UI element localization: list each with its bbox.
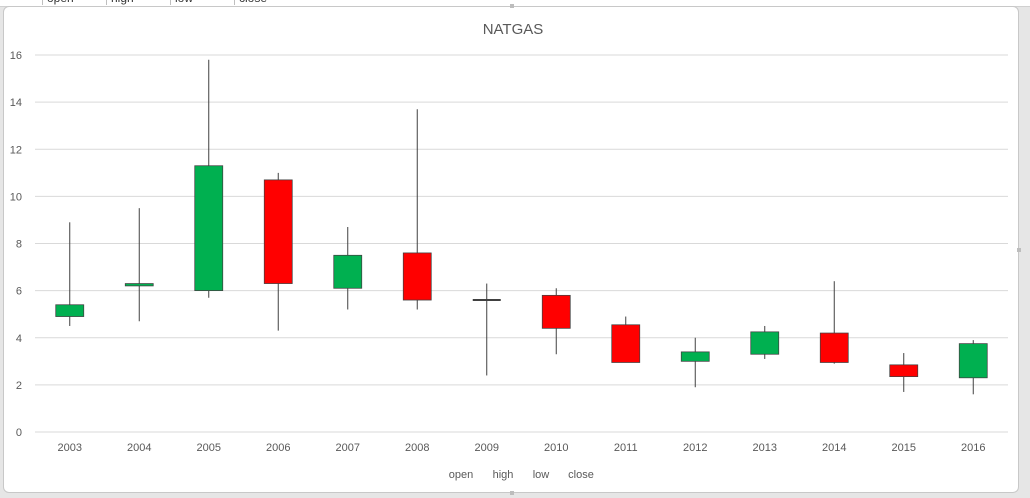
y-tick-label: 6: [16, 286, 22, 298]
candle-body-up: [333, 254, 363, 289]
y-tick-label: 2: [16, 380, 22, 392]
y-tick-label: 8: [16, 239, 22, 251]
y-tick-label: 0: [16, 427, 22, 439]
resize-handle-top[interactable]: [510, 4, 514, 8]
x-tick-label: 2008: [405, 442, 429, 454]
candle-body-up: [194, 165, 224, 291]
y-tick-label: 16: [10, 50, 22, 62]
y-tick-label: 4: [16, 333, 22, 345]
chart-area[interactable]: [3, 4, 1021, 495]
legend-entry: low: [533, 469, 550, 481]
x-tick-label: 2003: [58, 442, 82, 454]
x-tick-label: 2007: [336, 442, 360, 454]
candle-body-up: [750, 331, 780, 355]
candle-body-down: [541, 294, 571, 329]
x-tick-label: 2012: [683, 442, 707, 454]
resize-handle-right[interactable]: [1017, 248, 1021, 252]
x-tick-label: 2016: [961, 442, 985, 454]
chart-title: NATGAS: [483, 21, 544, 38]
sheet-cell-high[interactable]: high: [106, 0, 134, 5]
x-tick-label: 2010: [544, 442, 568, 454]
sheet-cell-open[interactable]: open: [42, 0, 74, 5]
candle-body-down: [402, 252, 432, 301]
candle-body-down: [263, 179, 293, 284]
legend-entry: close: [568, 469, 594, 481]
candle-body-down: [819, 332, 849, 363]
x-tick-label: 2005: [197, 442, 221, 454]
candle-body-up: [680, 351, 710, 362]
x-tick-label: 2009: [475, 442, 499, 454]
x-tick-label: 2004: [127, 442, 151, 454]
x-tick-label: 2015: [892, 442, 916, 454]
x-tick-label: 2014: [822, 442, 846, 454]
candle-body-up: [958, 343, 988, 379]
candle-body-up: [124, 283, 154, 287]
x-tick-label: 2006: [266, 442, 290, 454]
sheet-cell-low[interactable]: low: [170, 0, 193, 5]
sheet-cell-close[interactable]: close: [234, 0, 267, 5]
candle-body-down: [611, 324, 641, 363]
candle-body-up: [55, 304, 85, 317]
legend-entry: high: [493, 469, 514, 481]
y-tick-label: 14: [10, 97, 22, 109]
legend-entry: open: [449, 469, 473, 481]
candle-body-down: [889, 364, 919, 378]
x-tick-label: 2013: [753, 442, 777, 454]
y-tick-label: 10: [10, 191, 22, 203]
y-tick-label: 12: [10, 144, 22, 156]
resize-handle-bottom[interactable]: [510, 491, 514, 495]
x-tick-label: 2011: [614, 442, 638, 454]
